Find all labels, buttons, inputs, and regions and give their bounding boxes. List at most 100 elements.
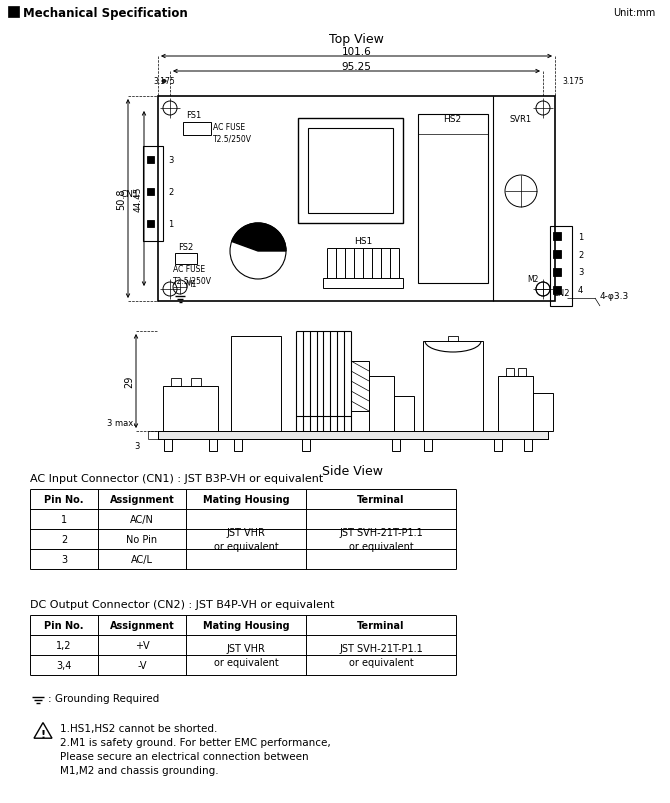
Bar <box>424 439 432 451</box>
Bar <box>191 378 201 386</box>
Text: 3,4: 3,4 <box>56 660 72 671</box>
Text: DC Output Connector (CN2) : JST B4P-VH or equivalent: DC Output Connector (CN2) : JST B4P-VH o… <box>30 599 334 609</box>
Text: Mating Housing: Mating Housing <box>203 495 289 504</box>
Text: : Grounding Required: : Grounding Required <box>48 693 159 703</box>
Text: 3.175: 3.175 <box>153 77 175 87</box>
Text: 101.6: 101.6 <box>342 47 371 57</box>
Text: 1: 1 <box>578 232 584 241</box>
Text: Mechanical Specification: Mechanical Specification <box>23 6 188 19</box>
Text: HS1: HS1 <box>354 236 372 245</box>
Text: Please secure an electrical connection between: Please secure an electrical connection b… <box>60 751 309 761</box>
Text: 3: 3 <box>578 268 584 277</box>
Text: 3: 3 <box>61 554 67 565</box>
Bar <box>8 7 19 18</box>
Text: JST SVH-21T-P1.1
or equivalent: JST SVH-21T-P1.1 or equivalent <box>339 643 423 667</box>
Text: 29: 29 <box>124 375 134 388</box>
Bar <box>209 439 217 451</box>
Text: SVR1: SVR1 <box>510 114 532 124</box>
Text: Pin No.: Pin No. <box>44 620 84 630</box>
Bar <box>448 336 458 341</box>
Text: Top View: Top View <box>329 34 384 47</box>
Text: 95.25: 95.25 <box>342 62 371 72</box>
Bar <box>498 377 533 431</box>
Text: M2: M2 <box>527 275 539 284</box>
Text: JST SVH-21T-P1.1
or equivalent: JST SVH-21T-P1.1 or equivalent <box>339 528 423 552</box>
Bar <box>533 393 553 431</box>
Bar <box>518 369 526 377</box>
Bar <box>147 157 154 164</box>
Wedge shape <box>232 224 286 251</box>
Bar <box>171 378 181 386</box>
Bar <box>553 251 561 259</box>
Bar <box>158 431 548 439</box>
Bar <box>175 254 197 265</box>
Text: -V: -V <box>137 660 147 671</box>
Bar <box>147 189 154 196</box>
Text: 1.HS1,HS2 cannot be shorted.: 1.HS1,HS2 cannot be shorted. <box>60 723 217 733</box>
Text: Unit:mm: Unit:mm <box>613 8 655 18</box>
Text: 44.45: 44.45 <box>133 186 143 212</box>
Text: JST VHR
or equivalent: JST VHR or equivalent <box>214 643 278 667</box>
Bar <box>143 147 163 242</box>
Bar <box>550 226 572 307</box>
Bar <box>147 221 154 228</box>
Text: 2: 2 <box>168 188 174 197</box>
Text: 1,2: 1,2 <box>56 640 72 650</box>
Bar <box>163 386 218 431</box>
Text: FS2: FS2 <box>178 243 193 251</box>
Bar <box>394 397 414 431</box>
Bar <box>183 123 211 136</box>
Bar <box>164 439 172 451</box>
Text: 2: 2 <box>578 251 584 259</box>
Text: 1: 1 <box>168 220 174 229</box>
Text: Side View: Side View <box>322 465 383 478</box>
Text: AC/L: AC/L <box>131 554 153 565</box>
Text: 2: 2 <box>61 534 67 544</box>
Text: Assignment: Assignment <box>110 495 174 504</box>
Text: 50.8: 50.8 <box>116 189 126 210</box>
Bar <box>158 431 548 439</box>
Bar <box>553 269 561 277</box>
Text: 3: 3 <box>135 442 140 450</box>
Bar <box>524 439 532 451</box>
Text: 3: 3 <box>168 156 174 165</box>
Text: FS1: FS1 <box>186 112 201 120</box>
Bar <box>298 119 403 224</box>
Text: Terminal: Terminal <box>357 495 405 504</box>
Bar <box>553 287 561 295</box>
Text: AC Input Connector (CN1) : JST B3P-VH or equivalent: AC Input Connector (CN1) : JST B3P-VH or… <box>30 474 323 483</box>
Bar <box>234 439 242 451</box>
Text: Assignment: Assignment <box>110 620 174 630</box>
Text: JST VHR
or equivalent: JST VHR or equivalent <box>214 528 278 552</box>
Text: 4: 4 <box>578 286 584 296</box>
Bar <box>323 279 403 288</box>
Bar <box>392 439 400 451</box>
Text: Terminal: Terminal <box>357 620 405 630</box>
Bar <box>494 439 502 451</box>
Text: AC FUSE
T2.5/250V: AC FUSE T2.5/250V <box>213 123 252 144</box>
Bar <box>506 369 514 377</box>
Bar <box>302 439 310 451</box>
Text: HS2: HS2 <box>443 114 461 124</box>
Text: !: ! <box>40 729 46 739</box>
Bar <box>369 377 394 431</box>
Text: Pin No.: Pin No. <box>44 495 84 504</box>
Bar <box>158 97 555 302</box>
Text: CN2: CN2 <box>552 289 570 298</box>
Bar <box>351 361 369 411</box>
Text: No Pin: No Pin <box>127 534 157 544</box>
Text: +V: +V <box>135 640 149 650</box>
Circle shape <box>230 224 286 279</box>
Bar <box>418 115 488 283</box>
Text: 4-φ3.3: 4-φ3.3 <box>600 292 629 301</box>
Bar <box>231 336 281 431</box>
Bar <box>423 341 483 431</box>
Text: AC/N: AC/N <box>130 515 154 524</box>
Bar <box>553 233 561 241</box>
Text: 1: 1 <box>61 515 67 524</box>
Text: 3 max.: 3 max. <box>107 418 136 427</box>
Text: M1: M1 <box>185 280 196 289</box>
Text: M1,M2 and chassis grounding.: M1,M2 and chassis grounding. <box>60 765 218 775</box>
Bar <box>308 128 393 214</box>
Text: 3.175: 3.175 <box>562 77 584 87</box>
